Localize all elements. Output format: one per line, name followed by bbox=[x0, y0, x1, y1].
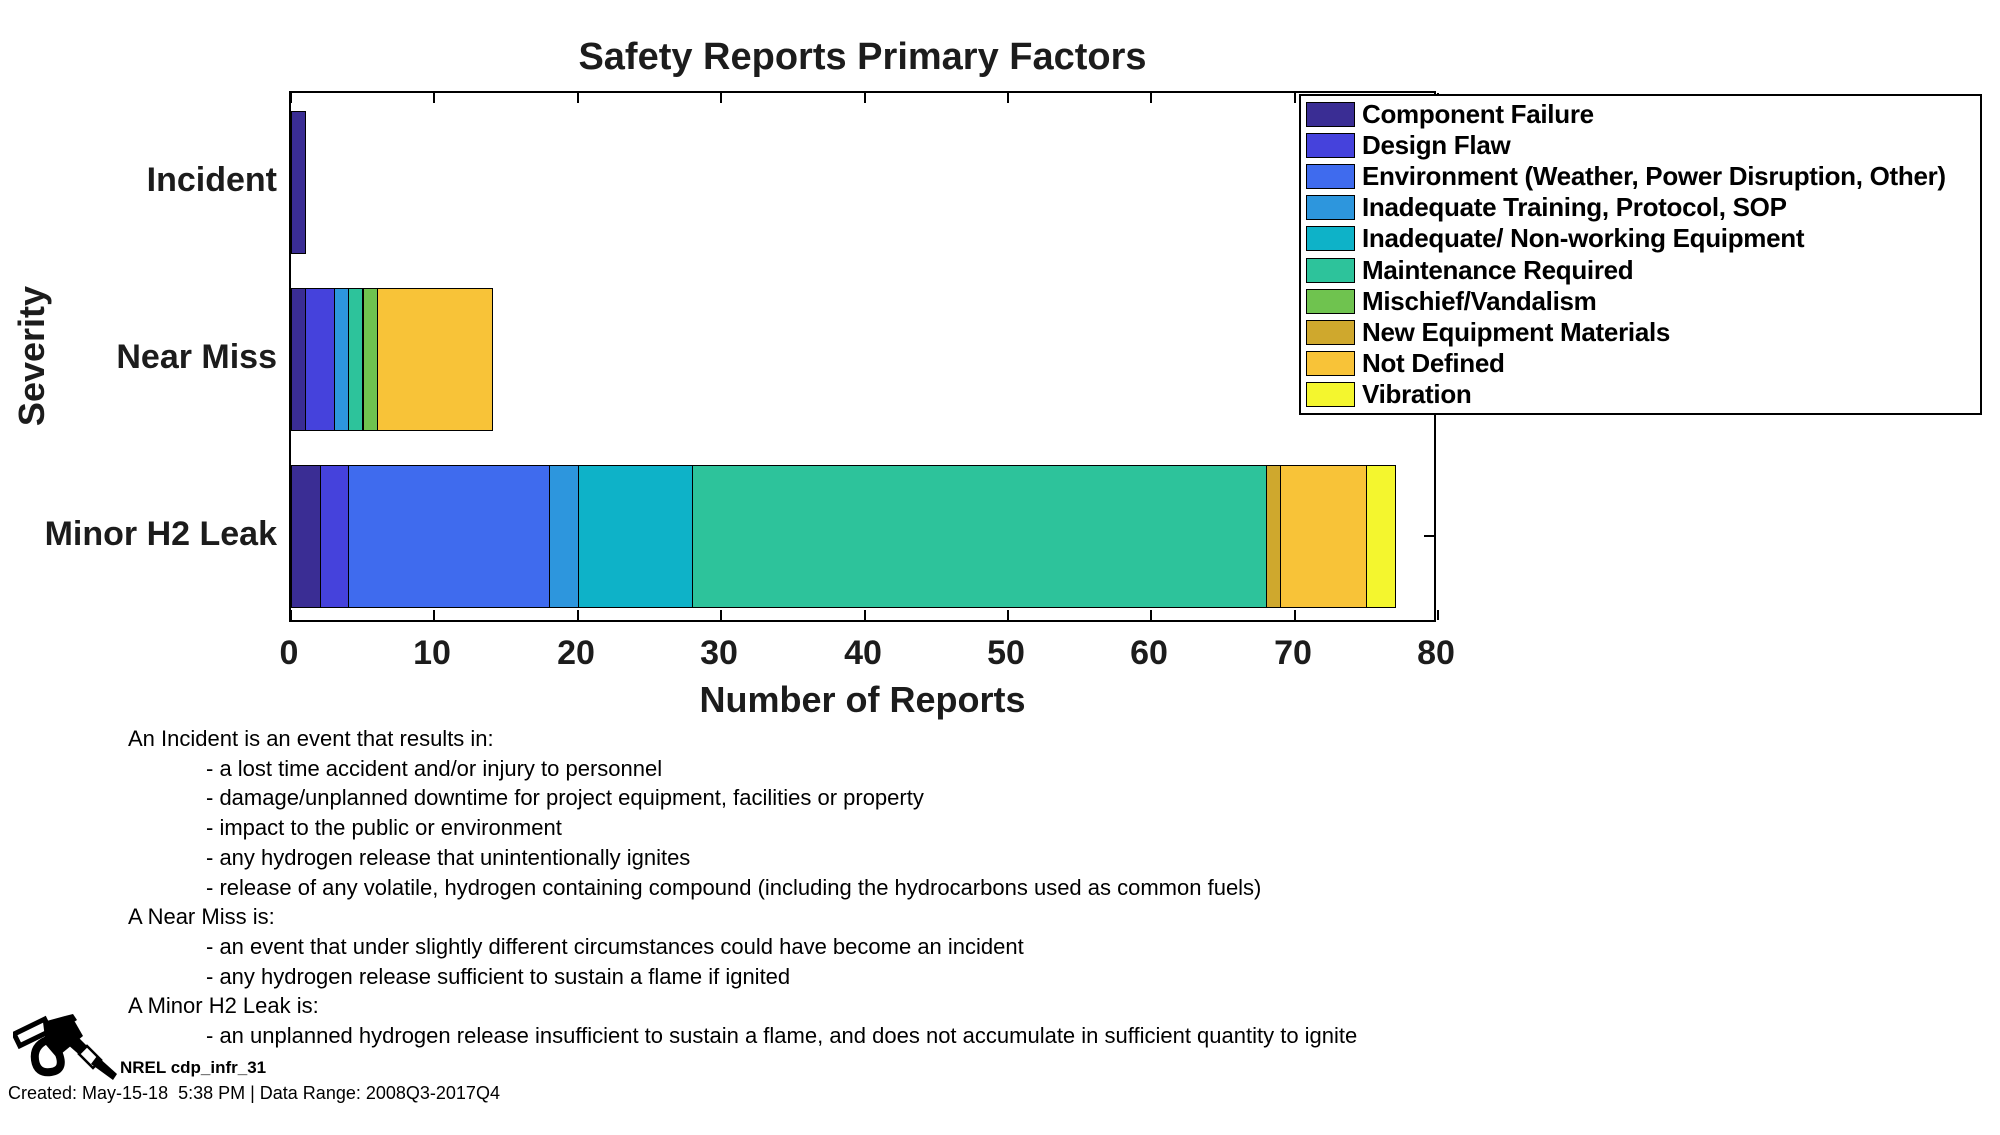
x-tick-bottom bbox=[290, 610, 292, 620]
note-line: - an unplanned hydrogen release insuffic… bbox=[206, 1023, 1358, 1049]
note-line: - any hydrogen release sufficient to sus… bbox=[206, 963, 791, 989]
x-tick-bottom bbox=[1437, 610, 1439, 620]
bar-segment bbox=[291, 110, 306, 254]
legend-label: Mischief/Vandalism bbox=[1362, 285, 1597, 316]
legend-label: New Equipment Materials bbox=[1362, 316, 1671, 347]
x-axis-label: Number of Reports bbox=[699, 679, 1026, 720]
y-tick-right bbox=[1424, 535, 1434, 537]
legend-swatch bbox=[1306, 350, 1355, 376]
note-line: A Minor H2 Leak is: bbox=[128, 993, 319, 1019]
category-label: Incident bbox=[146, 161, 277, 199]
bar-segment bbox=[1266, 464, 1281, 608]
bar-segment bbox=[1366, 464, 1396, 608]
bar-segment bbox=[305, 287, 335, 431]
note-line: - a lost time accident and/or injury to … bbox=[206, 755, 663, 781]
bar-segment bbox=[291, 464, 321, 608]
legend-swatch bbox=[1306, 319, 1355, 345]
x-tick-top bbox=[864, 93, 866, 103]
x-tick-label: 60 bbox=[1130, 634, 1168, 672]
legend-swatch bbox=[1306, 133, 1355, 159]
category-label: Minor H2 Leak bbox=[44, 515, 277, 553]
x-tick-label: 20 bbox=[557, 634, 595, 672]
note-line: - an event that under slightly different… bbox=[206, 933, 1024, 959]
chart-title: Safety Reports Primary Factors bbox=[578, 36, 1147, 78]
legend-row: Maintenance Required bbox=[1306, 255, 1980, 286]
note-line: An Incident is an event that results in: bbox=[128, 726, 494, 751]
x-tick-bottom bbox=[433, 610, 435, 620]
note-line: - release of any volatile, hydrogen cont… bbox=[206, 874, 1262, 900]
fuel-nozzle-icon bbox=[13, 1014, 117, 1080]
legend-swatch bbox=[1306, 288, 1355, 314]
x-tick-top bbox=[290, 93, 292, 103]
legend-row: Design Flaw bbox=[1306, 130, 1980, 161]
bar-segment bbox=[377, 287, 493, 431]
legend-label: Inadequate Training, Protocol, SOP bbox=[1362, 192, 1787, 223]
legend-label: Design Flaw bbox=[1362, 130, 1511, 161]
bar-segment bbox=[320, 464, 350, 608]
x-tick-bottom bbox=[1150, 610, 1152, 620]
credit-created-line: Created: May-15-18 5:38 PM | Data Range:… bbox=[8, 1083, 500, 1103]
legend-row: Component Failure bbox=[1306, 99, 1980, 130]
x-tick-top bbox=[433, 93, 435, 103]
x-tick-label: 80 bbox=[1417, 634, 1455, 672]
legend-row: Inadequate Training, Protocol, SOP bbox=[1306, 192, 1980, 223]
bar-segment bbox=[348, 287, 363, 431]
plot-area bbox=[289, 91, 1439, 622]
bar-segment bbox=[578, 464, 694, 608]
x-tick-bottom bbox=[1294, 610, 1296, 620]
bar-segment bbox=[348, 464, 550, 608]
legend-row: Inadequate/ Non-working Equipment bbox=[1306, 223, 1980, 254]
bar-segment bbox=[334, 287, 349, 431]
legend-row: Not Defined bbox=[1306, 348, 1980, 379]
note-line: A Near Miss is: bbox=[128, 904, 275, 930]
category-label: Near Miss bbox=[116, 338, 277, 376]
legend-row: Environment (Weather, Power Disruption, … bbox=[1306, 161, 1980, 192]
x-tick-label: 30 bbox=[700, 634, 738, 672]
legend-label: Maintenance Required bbox=[1362, 254, 1634, 285]
legend-label: Inadequate/ Non-working Equipment bbox=[1362, 223, 1805, 254]
x-tick-top bbox=[720, 93, 722, 103]
x-tick-label: 10 bbox=[413, 634, 451, 672]
x-tick-label: 0 bbox=[279, 634, 299, 672]
legend-label: Component Failure bbox=[1362, 99, 1594, 130]
chart-legend: Component Failure Design Flaw Environment … bbox=[1299, 94, 1982, 415]
x-tick-bottom bbox=[864, 610, 866, 620]
legend-swatch bbox=[1306, 164, 1355, 190]
x-tick-top bbox=[1294, 93, 1296, 103]
legend-label: Environment (Weather, Power Disruption, … bbox=[1362, 161, 1946, 192]
x-tick-top bbox=[577, 93, 579, 103]
note-line: - damage/unplanned downtime for project … bbox=[206, 785, 924, 811]
x-tick-top bbox=[1150, 93, 1152, 103]
legend-swatch bbox=[1306, 381, 1355, 407]
legend-row: Mischief/Vandalism bbox=[1306, 286, 1980, 317]
bar-segment bbox=[692, 464, 1267, 608]
credit-program-label: NREL cdp_infr_31 bbox=[120, 1058, 267, 1077]
x-tick-label: 50 bbox=[987, 634, 1025, 672]
x-tick-bottom bbox=[720, 610, 722, 620]
severity-definitions-notes: An Incident is an event that results in:… bbox=[128, 724, 1357, 1051]
note-line: - impact to the public or environment bbox=[206, 815, 562, 841]
bar-segment bbox=[363, 287, 378, 431]
bar-segment bbox=[1280, 464, 1367, 608]
legend-label: Not Defined bbox=[1362, 347, 1505, 378]
x-tick-top bbox=[1007, 93, 1009, 103]
legend-swatch bbox=[1306, 195, 1355, 221]
x-tick-bottom bbox=[577, 610, 579, 620]
legend-row: New Equipment Materials bbox=[1306, 317, 1980, 348]
legend-swatch bbox=[1306, 226, 1355, 252]
legend-swatch bbox=[1306, 257, 1355, 283]
legend-swatch bbox=[1306, 102, 1355, 128]
x-tick-bottom bbox=[1007, 610, 1009, 620]
note-line: - any hydrogen release that unintentiona… bbox=[206, 844, 691, 870]
legend-label: Vibration bbox=[1362, 378, 1472, 409]
bar-segment bbox=[291, 287, 306, 431]
x-tick-label: 70 bbox=[1274, 634, 1312, 672]
legend-row: Vibration bbox=[1306, 379, 1980, 410]
x-tick-label: 40 bbox=[844, 634, 882, 672]
bar-segment bbox=[549, 464, 579, 608]
